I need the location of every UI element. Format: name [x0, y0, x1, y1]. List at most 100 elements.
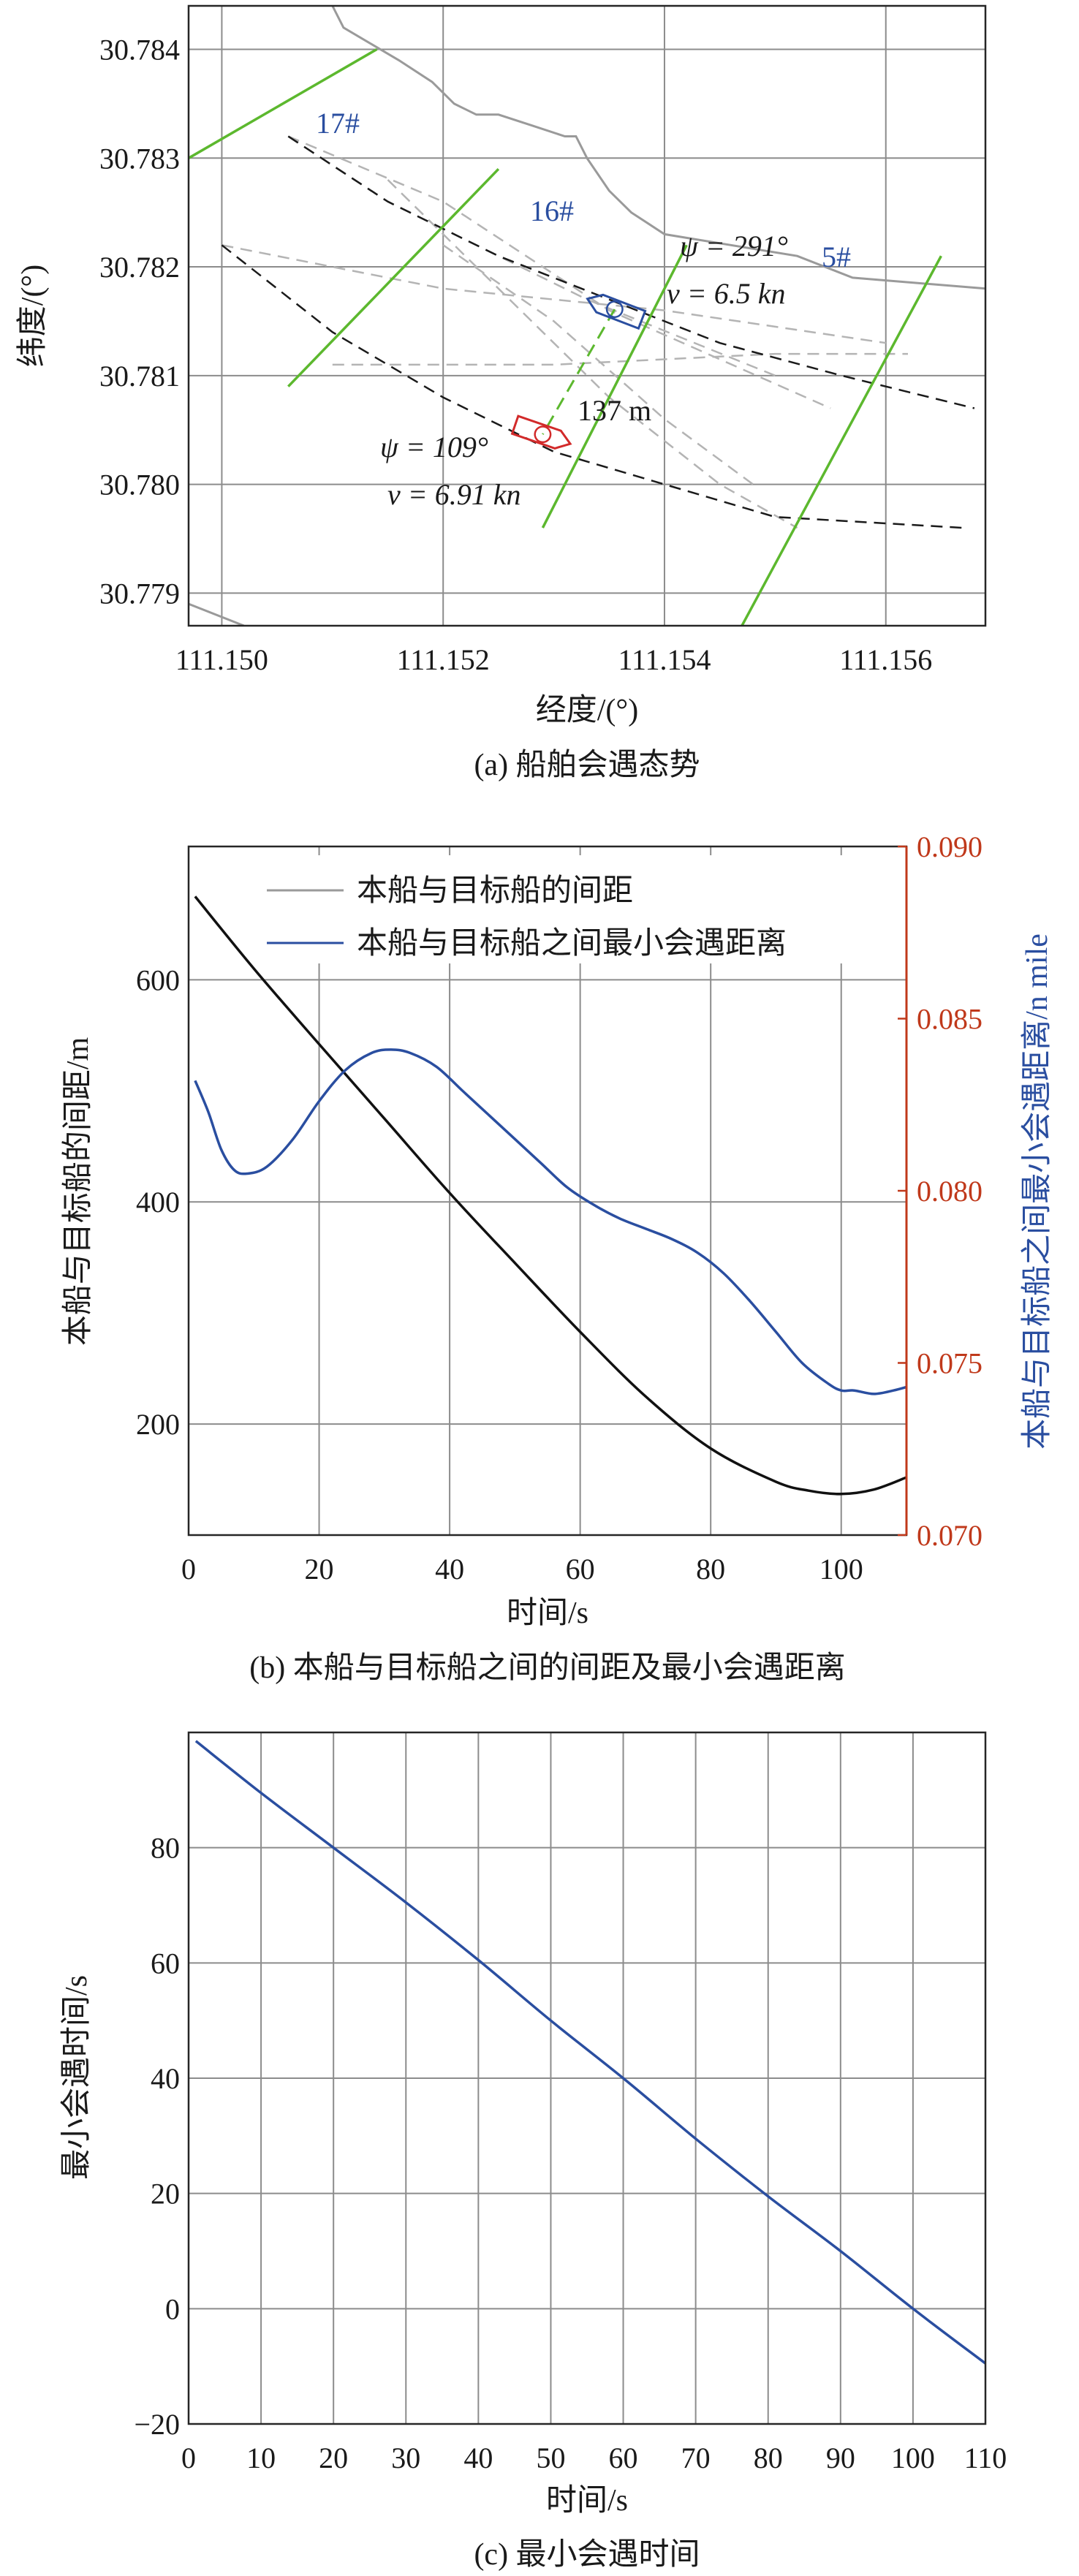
- ship-center-marker: [605, 300, 624, 319]
- panel-b-x-ticks: 0 20 40 60 80 100: [181, 1553, 863, 1586]
- x-tick-label: 0: [181, 1553, 196, 1586]
- channel-boundary: [221, 244, 963, 529]
- panel-c-x-ticks: 0 10 20 30 40 50 60 70 80 90 100 110: [181, 2441, 1007, 2474]
- historical-track: [287, 135, 831, 409]
- panel-c-x-axis-label: 时间/s: [546, 2484, 628, 2518]
- panel-c-y-ticks: −20 0 20 40 60 80: [134, 1832, 180, 2441]
- x-tick-label: 111.152: [397, 643, 490, 676]
- shoreline: [331, 6, 985, 290]
- historical-track: [332, 352, 908, 366]
- y-right-tick-label: 0.075: [917, 1347, 983, 1380]
- panel-b-left-y-ticks: 200 400 600: [136, 963, 180, 1441]
- ship-hull: [510, 414, 572, 450]
- x-tick-label: 111.154: [618, 643, 711, 676]
- y-right-tick-label: 0.080: [917, 1175, 983, 1208]
- y-tick-label: 20: [151, 2178, 180, 2211]
- y-left-tick-label: 400: [136, 1186, 180, 1219]
- series-dcpa-line: [194, 1048, 907, 1395]
- ship-blue: [586, 293, 647, 330]
- y-right-tick-label: 0.090: [917, 830, 983, 863]
- ship1-speed-annotation: v = 6.5 kn: [667, 277, 786, 310]
- panel-c-series: [194, 1740, 987, 2365]
- panel-a-geography: [189, 6, 985, 626]
- x-tick-label: 100: [819, 1553, 863, 1586]
- series-distance-line: [194, 895, 907, 1496]
- panel-c-grid: [188, 1732, 986, 2425]
- anchorage-5-label: 5#: [822, 240, 851, 273]
- panel-a-x-axis-label: 经度/(°): [536, 694, 638, 727]
- anchorage-boundary: [741, 255, 942, 626]
- panel-c-frame: [187, 1731, 987, 2425]
- panel-a-frame: [187, 4, 987, 627]
- panel-a-caption: (a) 船舶会遇态势: [474, 749, 700, 782]
- y-left-tick-label: 200: [136, 1408, 180, 1441]
- panel-b-caption: (b) 本船与目标船之间的间距及最小会遇距离: [249, 1651, 845, 1685]
- y-left-tick-label: 600: [136, 963, 180, 996]
- ship2-speed-annotation: v = 6.91 kn: [387, 478, 521, 511]
- series-tcpa-line: [194, 1740, 987, 2365]
- panel-c-caption: (c) 最小会遇时间: [474, 2538, 700, 2572]
- y-tick-label: 30.779: [99, 577, 180, 610]
- panel-b-legend: 本船与目标船的间距 本船与目标船之间最小会遇距离: [260, 855, 903, 963]
- panel-a-y-ticks: 30.779 30.780 30.781 30.782 30.783 30.784: [99, 34, 180, 610]
- ship2-heading-annotation: ψ = 109°: [380, 431, 488, 463]
- historical-track: [222, 244, 886, 344]
- legend-background: [260, 855, 903, 963]
- x-tick-label: 111.156: [839, 643, 932, 676]
- legend-label-dcpa: 本船与目标船之间最小会遇距离: [357, 926, 787, 961]
- x-tick-label: 40: [435, 1553, 464, 1586]
- x-tick-label: 40: [463, 2441, 493, 2474]
- y-tick-label: 60: [151, 1947, 180, 1980]
- anchorage-boundary: [541, 244, 688, 529]
- anchorage-boundary: [189, 48, 378, 159]
- x-tick-label: 10: [246, 2441, 276, 2474]
- panel-a-grid: [189, 6, 985, 626]
- y-tick-label: 30.782: [99, 251, 180, 284]
- x-tick-label: 20: [305, 1553, 334, 1586]
- anchorage-16-label: 16#: [530, 194, 574, 227]
- x-tick-label: 70: [681, 2441, 711, 2474]
- panel-b-left-y-axis-label: 本船与目标船的间距/m: [61, 1037, 95, 1346]
- ship1-heading-annotation: ψ = 291°: [680, 230, 788, 262]
- panel-b-right-y-axis-label: 本船与目标船之间最小会遇距离/n mile: [1020, 933, 1054, 1450]
- y-tick-label: 30.780: [99, 469, 180, 501]
- anchorage-boundary: [287, 167, 500, 387]
- x-tick-label: 80: [696, 1553, 725, 1586]
- x-tick-label: 60: [609, 2441, 638, 2474]
- historical-track: [442, 244, 754, 485]
- channel-boundary: [287, 135, 975, 409]
- panel-b-right-y-ticks: 0.070 0.075 0.080 0.085 0.090: [898, 830, 983, 1552]
- panel-a-traffic-situation: 111.150 111.152 111.154 111.156 30.779 30.78…: [16, 4, 987, 782]
- y-tick-label: 30.783: [99, 142, 180, 175]
- x-tick-label: 60: [566, 1553, 595, 1586]
- x-tick-label: 90: [826, 2441, 855, 2474]
- panel-a-x-ticks: 111.150 111.152 111.154 111.156: [175, 643, 932, 676]
- panel-c-y-axis-label: 最小会遇时间/s: [60, 1975, 94, 2180]
- ship-red: [510, 414, 572, 450]
- y-tick-label: 30.784: [99, 34, 180, 67]
- y-right-tick-label: 0.085: [917, 1003, 983, 1036]
- panel-b-x-axis-label: 时间/s: [507, 1596, 588, 1630]
- x-tick-label: 100: [891, 2441, 935, 2474]
- y-tick-label: −20: [134, 2408, 180, 2441]
- y-tick-label: 30.781: [99, 360, 180, 393]
- panel-a-y-axis-label: 纬度/(°): [16, 265, 50, 367]
- cpa-line: [542, 308, 616, 435]
- ship-center-marker: [534, 425, 552, 444]
- x-tick-label: 50: [536, 2441, 565, 2474]
- y-tick-label: 0: [165, 2292, 180, 2325]
- x-tick-label: 20: [319, 2441, 348, 2474]
- ship-hull: [586, 293, 647, 330]
- x-tick-label: 80: [754, 2441, 783, 2474]
- legend-label-distance: 本船与目标船的间距: [357, 874, 633, 908]
- x-tick-label: 110: [964, 2441, 1007, 2474]
- anchorage-17-label: 17#: [316, 107, 360, 140]
- x-tick-label: 0: [181, 2441, 196, 2474]
- y-right-tick-label: 0.070: [917, 1519, 983, 1552]
- panel-b-series: [194, 895, 907, 1496]
- shoreline: [189, 602, 245, 626]
- x-tick-label: 111.150: [175, 643, 268, 676]
